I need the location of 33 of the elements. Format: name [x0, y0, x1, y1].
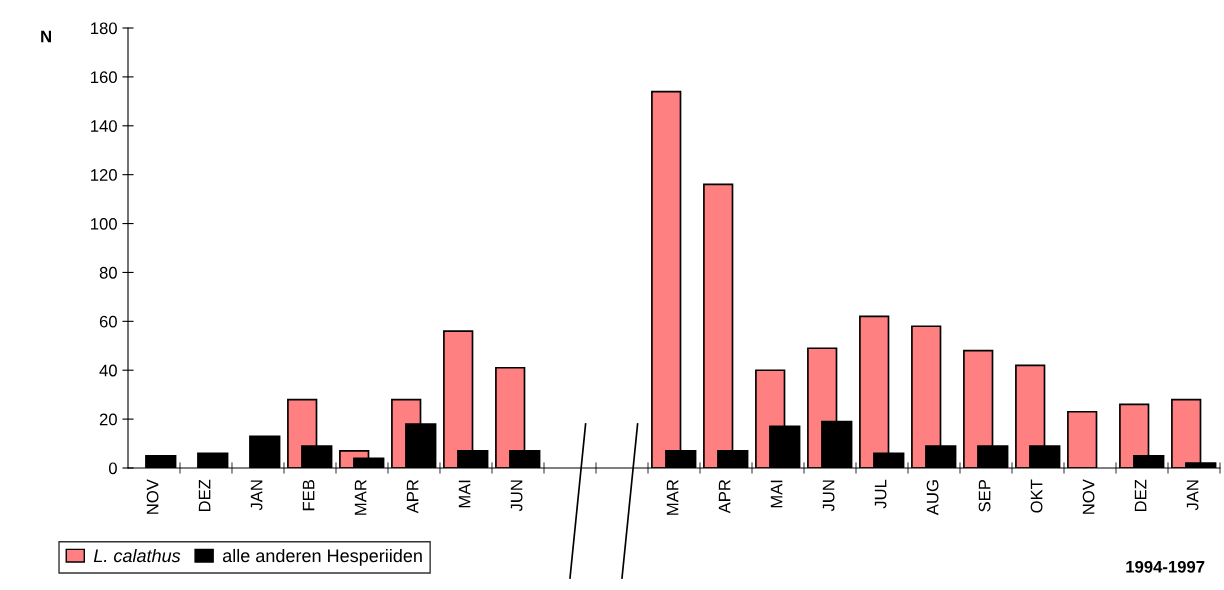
- y-tick-label: 60: [99, 315, 117, 328]
- x-tick-label: DEZ: [1134, 479, 1147, 512]
- y-tick-label: 40: [99, 364, 117, 377]
- y-tick-label: 80: [99, 266, 117, 279]
- legend-label: L. calathus: [93, 548, 181, 563]
- x-tick-label: APR: [718, 479, 731, 514]
- text: 1994-1997: [1126, 560, 1205, 573]
- x-tick-label: DEZ: [198, 479, 211, 512]
- y-tick-label: 140: [91, 120, 117, 132]
- x-tick-label: MAI: [770, 480, 783, 508]
- x-tick-label: APR: [406, 479, 419, 514]
- x-tick-label: MAI: [458, 480, 471, 508]
- legend-label: alle anderen Hesperiiden: [222, 548, 422, 566]
- x-tick-label: MAR: [666, 479, 679, 515]
- x-tick-label: JAN: [250, 480, 263, 511]
- x-tick-label: OKT: [1030, 479, 1043, 513]
- x-tick-label: JAN: [1186, 480, 1199, 511]
- y-tick-label: 0: [108, 462, 117, 475]
- y-tick-label: 160: [91, 71, 117, 84]
- x-tick-label: NOV: [1082, 479, 1095, 514]
- y-tick-label: 120: [91, 169, 117, 181]
- x-tick-label: JUN: [822, 480, 835, 512]
- y-tick-label: 20: [99, 413, 117, 426]
- x-tick-label: SEP: [978, 479, 991, 512]
- x-tick-label: FEB: [302, 479, 315, 511]
- y-tick-label: 100: [91, 217, 117, 230]
- x-tick-label: NOV: [146, 479, 159, 514]
- x-tick-label: JUL: [874, 479, 887, 509]
- y-tick-label: 180: [91, 22, 117, 35]
- y-axis-title: N: [41, 30, 51, 43]
- x-tick-label: AUG: [926, 480, 939, 516]
- x-tick-label: MAR: [354, 479, 367, 515]
- x-tick-label: JUN: [510, 480, 523, 512]
